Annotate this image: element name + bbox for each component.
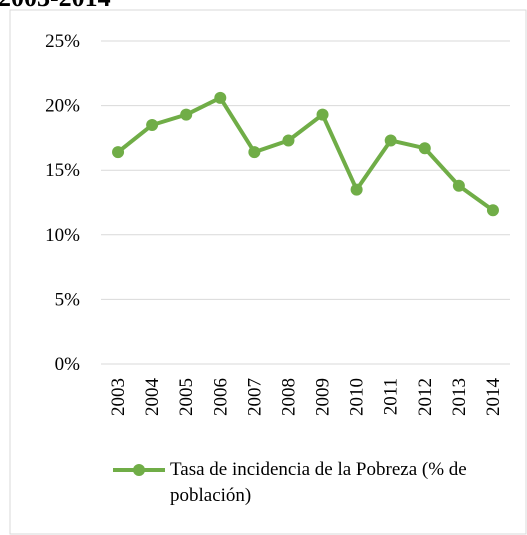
point [350, 183, 363, 196]
x-tick-label: 2004 [142, 378, 163, 417]
x-tick-label: 2005 [176, 378, 197, 416]
x-tick-label: 2010 [347, 378, 368, 416]
point [486, 204, 499, 217]
chart-title: 2003-2014 [0, 0, 111, 12]
x-tick-label: 2006 [210, 378, 231, 416]
point [248, 146, 261, 159]
point [418, 142, 431, 155]
x-tick-label: 2007 [244, 378, 265, 416]
point [146, 118, 159, 131]
point [452, 179, 465, 192]
x-tick-label: 2009 [313, 378, 334, 416]
y-tick-label: 5% [55, 289, 81, 310]
chart-border [9, 9, 527, 535]
point [384, 134, 397, 147]
y-tick-label: 20% [45, 96, 80, 117]
x-tick-label: 2011 [381, 378, 402, 415]
x-tick-label: 2012 [415, 378, 436, 416]
x-tick-label: 2014 [483, 378, 504, 417]
x-tick-label: 2003 [108, 378, 129, 416]
point [316, 108, 329, 121]
x-tick-label: 2008 [278, 378, 299, 416]
y-tick-label: 0% [55, 354, 81, 375]
x-tick-label: 2013 [449, 378, 470, 416]
y-tick-label: 10% [45, 225, 80, 246]
y-tick-label: 25% [45, 31, 80, 52]
point [112, 146, 125, 159]
point [180, 108, 193, 121]
legend-label: Tasa de incidencia de la Pobreza (% de p… [170, 459, 467, 506]
y-tick-label: 15% [45, 160, 80, 181]
legend-marker [133, 464, 145, 476]
point [214, 91, 227, 104]
series-line [116, 95, 495, 212]
point [282, 134, 295, 147]
